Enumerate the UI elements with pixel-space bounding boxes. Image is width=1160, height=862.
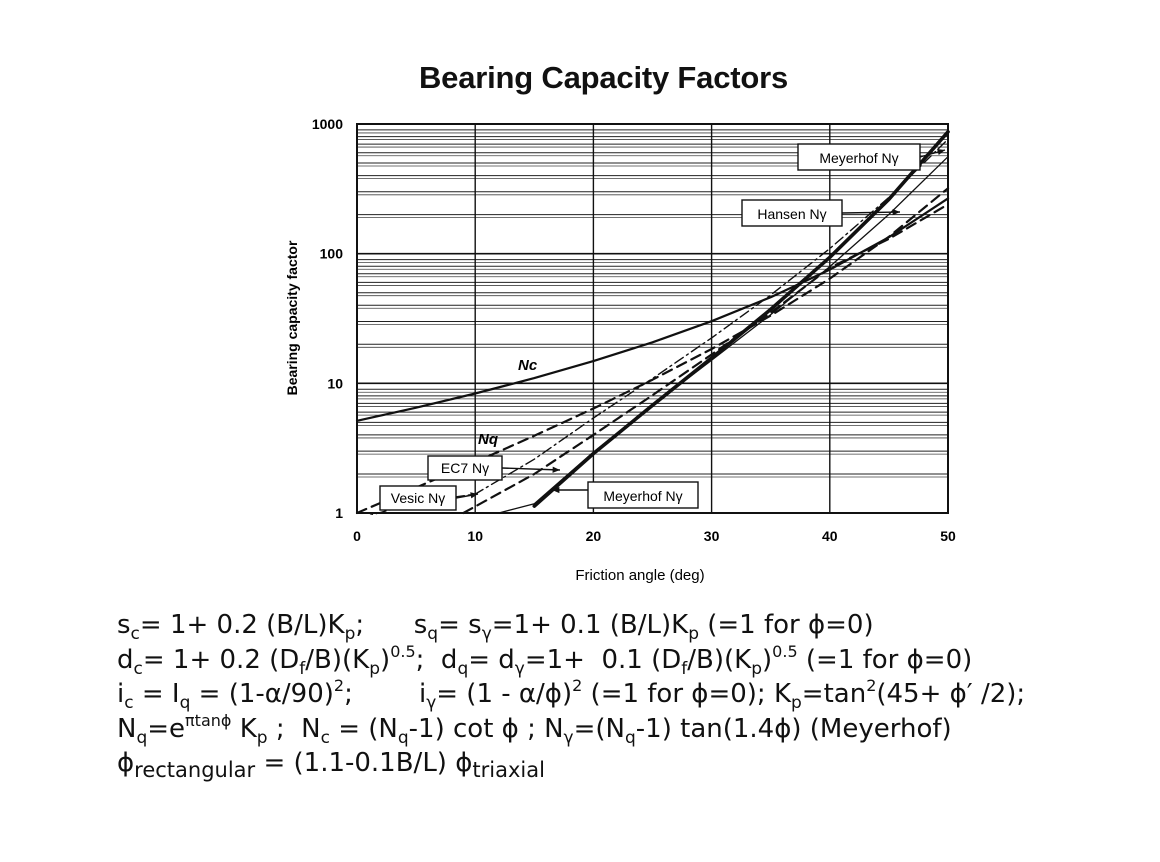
label-meyerhof-ngamma-top: Meyerhof Nγ	[797, 143, 946, 171]
x-tick-label: 0	[353, 528, 361, 544]
label-vesic-ngamma-arrowhead	[470, 492, 478, 499]
x-axis-label: Friction angle (deg)	[575, 567, 704, 584]
y-tick-label: 100	[320, 246, 344, 262]
label-ec7-ngamma-arrowhead	[552, 466, 560, 473]
label-ec7-ngamma-text: EC7 Nγ	[441, 460, 489, 476]
series-line	[462, 203, 950, 515]
equation-inclination-factors: ic = Iq = (1-α/90)2; iγ= (1 - α/ϕ)2 (=1 …	[117, 676, 1026, 713]
label-vesic-ngamma: Vesic Nγ	[379, 485, 479, 511]
label-meyerhof-ngamma-bottom-arrowhead	[552, 486, 560, 494]
label-vesic-ngamma-text: Vesic Nγ	[391, 490, 445, 506]
series-line	[498, 156, 949, 514]
label-hansen-ngamma: Hansen Nγ	[741, 199, 901, 227]
y-tick-label: 1	[335, 505, 343, 521]
label-meyerhof-ngamma-bottom-box	[587, 481, 699, 509]
x-tick-label: 20	[586, 528, 602, 544]
label-nq: Nq	[478, 431, 498, 448]
y-axis-label: Bearing capacity factor	[284, 240, 300, 395]
label-ec7-ngamma-box	[427, 455, 503, 481]
label-vesic-ngamma-box	[379, 485, 457, 511]
equation-shape-factors: sc= 1+ 0.2 (B/L)Kp; sq= sγ=1+ 0.1 (B/L)K…	[117, 610, 874, 644]
label-meyerhof-ngamma-top-arrowhead	[937, 148, 945, 155]
x-tick-label: 30	[704, 528, 720, 544]
x-tick-label: 50	[940, 528, 956, 544]
label-meyerhof-ngamma-top-text: Meyerhof Nγ	[819, 150, 898, 166]
equation-depth-factors: dc= 1+ 0.2 (Df/B)(Kp)0.5; dq= dγ=1+ 0.1 …	[117, 641, 973, 679]
label-hansen-ngamma-text: Hansen Nγ	[757, 206, 826, 222]
series-line	[355, 187, 950, 515]
label-hansen-ngamma-arrow	[841, 211, 901, 214]
label-hansen-ngamma-box	[741, 199, 843, 227]
label-meyerhof-ngamma-top-box	[797, 143, 921, 171]
y-tick-label: 10	[327, 375, 343, 391]
equations-block: sc= 1+ 0.2 (B/L)Kp; sq= sγ=1+ 0.1 (B/L)K…	[117, 608, 1025, 781]
label-meyerhof-ngamma-bottom-text: Meyerhof Nγ	[603, 488, 682, 504]
plot-frame	[356, 123, 949, 514]
label-ec7-ngamma: EC7 Nγ	[427, 455, 561, 481]
label-ec7-ngamma-arrow	[501, 467, 561, 471]
equation-friction-angle: ϕrectangular = (1.1-0.1B/L) ϕtriaxial	[117, 748, 545, 782]
label-meyerhof-ngamma-bottom: Meyerhof Nγ	[552, 481, 699, 509]
bearing-capacity-chart: 0 10 20 30 40 50 1 10 100 1000 Meyerhof Nγ Hansen …	[284, 116, 956, 584]
chart-title: Bearing Capacity Factors	[418, 60, 789, 95]
x-tick-label: 10	[467, 528, 483, 544]
label-hansen-ngamma-arrowhead	[892, 209, 900, 216]
equation-bearing-factors: Nq=eπtanϕ Kp ; Nc = (Nq-1) cot ϕ ; Nγ=(N…	[117, 710, 952, 748]
x-tick-label: 40	[822, 528, 838, 544]
y-tick-label: 1000	[312, 116, 343, 132]
series-line	[355, 197, 950, 422]
label-nc: Nc	[518, 357, 538, 374]
